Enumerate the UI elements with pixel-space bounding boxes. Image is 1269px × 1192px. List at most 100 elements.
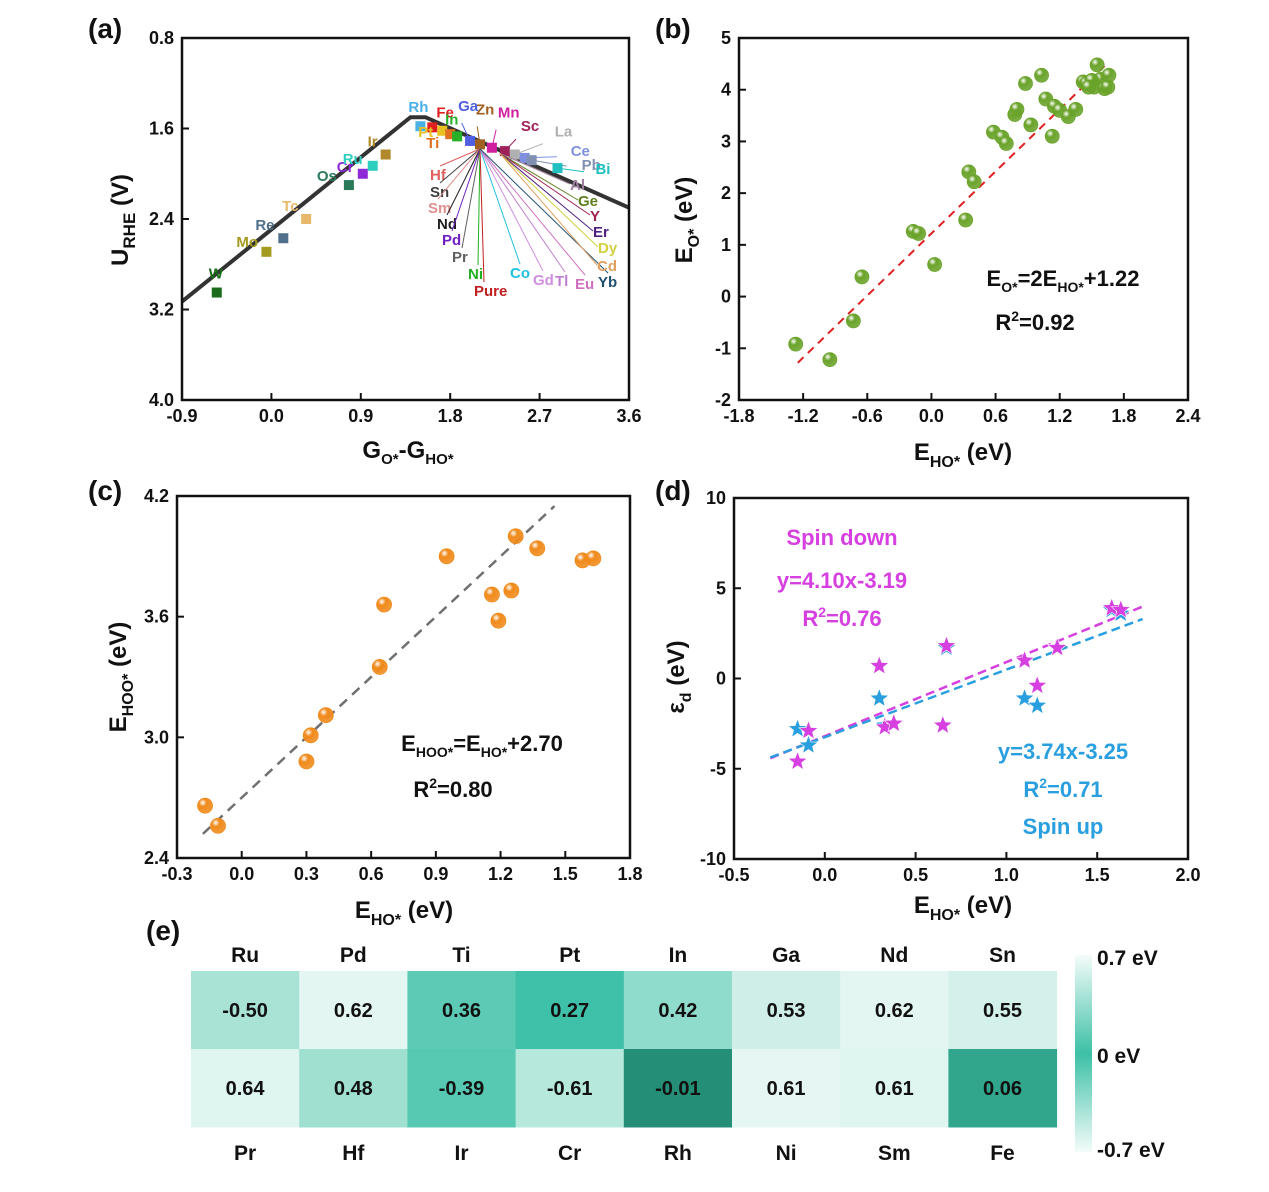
panel-b-xlabel: EHO* (eV) bbox=[914, 439, 1012, 471]
fan-label-eu: Eu bbox=[575, 276, 594, 293]
panel-b-point bbox=[1009, 101, 1025, 117]
metal-label-fe: Fe bbox=[436, 104, 454, 121]
heatmap-bottom-label: Pr bbox=[234, 1142, 256, 1165]
panel-b-r2: R2=0.92 bbox=[995, 308, 1074, 335]
heatmap-cell bbox=[732, 1049, 841, 1128]
panel-d-xtick-label: 0.5 bbox=[903, 865, 928, 885]
metal-point-tc bbox=[301, 214, 312, 224]
fan-label-nd: Nd bbox=[437, 216, 457, 233]
panel-a-xtick-label: -0.9 bbox=[166, 406, 197, 426]
panel-d: (d) -0.5 0.0 0.5 1.0 1.5 2.0 -10 -5 0 5 10 Spin do… bbox=[655, 475, 1201, 924]
fan-pointer-hf bbox=[439, 148, 481, 167]
heatmap-bottom-label: Sm bbox=[878, 1142, 911, 1165]
colorbar-min-label: -0.7 eV bbox=[1097, 1139, 1165, 1162]
spin-up-r2: R2=0.71 bbox=[1023, 775, 1102, 802]
panel-a-ytick-label: 0.8 bbox=[149, 28, 174, 48]
panel-a-frame bbox=[180, 36, 631, 402]
panel-c-point bbox=[585, 550, 602, 567]
panel-c-point bbox=[197, 797, 213, 814]
fan-pointer-pure bbox=[479, 148, 485, 283]
panel-b-ytick-label: 5 bbox=[721, 28, 731, 48]
panel-d-star bbox=[798, 719, 819, 740]
panel-b-point bbox=[1018, 76, 1033, 91]
fan-label-al: Al bbox=[570, 177, 585, 194]
metal-label-sc: Sc bbox=[521, 118, 539, 135]
panel-a-xlabel: GO*-GHO* bbox=[362, 437, 453, 468]
panel-c-xtick-label: -0.3 bbox=[161, 864, 192, 884]
metal-label-ce: Ce bbox=[571, 143, 590, 160]
panel-b-xtick-label: -1.2 bbox=[788, 406, 819, 426]
panel-b-ytick-label: 4 bbox=[721, 80, 731, 100]
panel-b-ylabel: EO* (eV) bbox=[671, 177, 703, 264]
metal-label-zn: Zn bbox=[476, 101, 494, 118]
panel-c-frame bbox=[175, 494, 632, 860]
panel-d-label: (d) bbox=[655, 475, 691, 506]
heatmap-cell bbox=[299, 971, 408, 1050]
panel-c-xtick-label: 1.5 bbox=[553, 864, 578, 884]
heatmap-cell bbox=[407, 1049, 517, 1128]
panel-c-r2: R2=0.80 bbox=[413, 775, 492, 802]
heatmap-value: 0.53 bbox=[767, 1000, 806, 1022]
metal-label-bi: Bi bbox=[595, 161, 610, 178]
panel-d-star bbox=[1110, 599, 1132, 619]
metal-point-pt bbox=[437, 125, 448, 136]
fan-pointer-pr bbox=[461, 148, 481, 249]
heatmap-value: 0.62 bbox=[334, 1000, 373, 1022]
panel-b-point bbox=[1089, 57, 1105, 73]
panel-d-ytick-label: 0 bbox=[716, 669, 726, 689]
spin-up-legend: Spin up bbox=[1023, 814, 1104, 839]
metal-pointer-zn bbox=[476, 126, 481, 145]
panel-b-point bbox=[1044, 128, 1060, 144]
heatmap-cell bbox=[840, 971, 949, 1050]
panel-e-label: (e) bbox=[146, 915, 180, 946]
metal-label-pb: Pb bbox=[582, 157, 601, 174]
heatmap-cell bbox=[732, 971, 841, 1050]
heatmap-bottom-label: Rh bbox=[664, 1142, 692, 1165]
heatmap-value: 0.64 bbox=[226, 1078, 266, 1100]
fan-label-dy: Dy bbox=[598, 240, 618, 257]
panel-b-fit-line bbox=[797, 65, 1106, 364]
fan-pointer-sm bbox=[437, 148, 481, 200]
fan-pointer-co bbox=[479, 148, 521, 265]
panel-b-ytick-label: 3 bbox=[721, 131, 731, 151]
panel-c-point bbox=[503, 582, 520, 599]
metal-label-ga: Ga bbox=[458, 98, 479, 115]
fan-label-gd: Gd bbox=[533, 272, 554, 289]
metal-label-ir: Ir bbox=[368, 134, 378, 151]
panel-c-xlabel: EHO* (eV) bbox=[355, 897, 453, 929]
panel-d-fit-line-1 bbox=[769, 617, 1144, 759]
panel-d-xtick-label: 2.0 bbox=[1175, 865, 1200, 885]
panel-a-ytick-label: 1.6 bbox=[149, 119, 174, 139]
colorbar-mid-label: 0 eV bbox=[1097, 1045, 1140, 1068]
heatmap-top-label: In bbox=[669, 944, 688, 967]
panel-e: (e) -0.50 0.62 0.36 0.27 0.42 0.53 0.62 0.55 0.6… bbox=[146, 915, 1165, 1165]
panel-d-xtick-label: 1.0 bbox=[994, 865, 1019, 885]
panel-b: (b) -1.8 -1.2 -0.6 0.0 0.6 1.2 1.8 2.4 -2 -1 0 1 2 3 4… bbox=[655, 13, 1201, 471]
spin-up-fit: y=3.74x-3.25 bbox=[998, 739, 1128, 764]
panel-c-xtick-label: 1.8 bbox=[617, 864, 642, 884]
fan-label-er: Er bbox=[593, 224, 609, 241]
metal-label-re: Re bbox=[255, 217, 274, 234]
panel-b-point bbox=[788, 336, 804, 352]
panel-b-ytick-label: 0 bbox=[721, 287, 731, 307]
panel-d-star bbox=[1026, 674, 1048, 695]
heatmap-top-label: Pd bbox=[340, 944, 367, 967]
panel-c-point bbox=[210, 817, 226, 834]
metal-point-mo bbox=[261, 246, 272, 257]
panel-b-point bbox=[854, 269, 870, 285]
panel-c-point bbox=[507, 528, 524, 545]
heatmap-bottom-label: Ni bbox=[776, 1142, 797, 1165]
heatmap-value: 0.62 bbox=[875, 1000, 914, 1022]
metal-label-os: Os bbox=[317, 168, 337, 185]
heatmap-cell bbox=[191, 1049, 300, 1128]
panel-b-ytick-label: 2 bbox=[721, 183, 731, 203]
fan-label-pr: Pr bbox=[452, 249, 468, 266]
panel-d-ytick-label: -5 bbox=[710, 759, 726, 779]
panel-c-point bbox=[317, 707, 334, 724]
panel-b-xtick-label: 1.8 bbox=[1111, 406, 1136, 426]
heatmap-cell bbox=[623, 1049, 733, 1128]
fan-label-sn: Sn bbox=[430, 184, 449, 201]
fan-pointer-gd bbox=[479, 148, 544, 272]
panel-d-xtick-label: 0.0 bbox=[812, 865, 837, 885]
